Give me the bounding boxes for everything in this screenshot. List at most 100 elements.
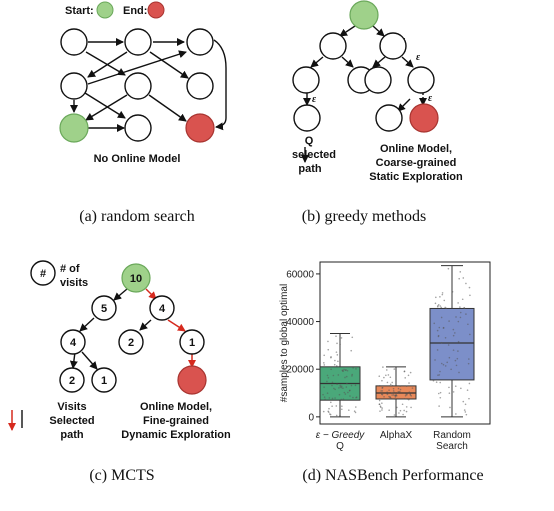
sample-point	[397, 387, 400, 390]
jitter-points	[322, 267, 471, 417]
sample-point	[345, 375, 348, 378]
sample-point	[355, 396, 357, 399]
sample-point	[331, 397, 334, 400]
sample-point	[340, 398, 343, 401]
y-ticks: 0 20000 40000 60000	[286, 269, 320, 423]
sample-point	[349, 395, 351, 397]
sample-point	[323, 364, 326, 366]
no-online-model-label: No Online Model	[94, 153, 181, 165]
sample-point	[408, 391, 411, 394]
sample-point	[335, 414, 338, 417]
x-tick-label: Q	[336, 441, 344, 452]
caption-b: (b) greedy methods	[302, 208, 426, 225]
sample-point	[435, 296, 437, 299]
sample-point	[386, 391, 388, 393]
sample-point	[393, 398, 396, 400]
sample-point	[411, 387, 414, 389]
sample-point	[336, 342, 338, 345]
sample-point	[403, 370, 406, 373]
sample-point	[402, 413, 404, 416]
node-visits: 2	[128, 337, 134, 349]
sample-point	[452, 328, 455, 331]
sample-point	[381, 387, 383, 389]
sample-point	[452, 391, 455, 393]
start-node	[59, 113, 89, 143]
sample-point	[348, 409, 350, 411]
sample-point	[455, 316, 457, 318]
node-visits: 2	[69, 375, 75, 387]
sample-point	[327, 348, 330, 351]
sample-point	[464, 403, 467, 406]
caption-c: (c) MCTS	[89, 467, 154, 484]
sample-point	[322, 393, 324, 396]
sample-point	[351, 373, 353, 376]
sample-point	[333, 363, 336, 366]
sample-point	[331, 405, 333, 407]
sample-point	[350, 384, 353, 387]
sample-point	[450, 368, 452, 371]
sample-point	[466, 389, 469, 391]
sample-point	[459, 306, 461, 308]
sample-point	[378, 403, 381, 406]
sample-point	[344, 376, 346, 379]
y-tick-label: 20000	[286, 365, 314, 376]
sample-point	[350, 349, 353, 352]
sample-point	[460, 387, 462, 390]
sample-point	[454, 332, 456, 334]
sample-point	[410, 406, 412, 409]
sample-point	[339, 343, 341, 346]
sample-point	[343, 368, 345, 371]
sample-point	[435, 381, 438, 383]
sample-point	[378, 399, 381, 402]
sample-point	[444, 336, 447, 339]
sample-point	[392, 387, 395, 390]
root-visits: 10	[130, 273, 142, 285]
sample-point	[469, 333, 471, 336]
node	[407, 66, 435, 94]
sample-point	[439, 305, 442, 307]
x-tick-label: AlphaX	[380, 430, 413, 441]
sample-point	[399, 409, 402, 412]
sample-point	[336, 383, 338, 386]
sample-point	[341, 405, 343, 407]
sample-point	[444, 306, 446, 309]
sample-point	[469, 294, 471, 297]
sample-point	[440, 341, 443, 344]
sample-point	[339, 414, 341, 417]
sample-point	[336, 354, 339, 356]
sample-point	[393, 414, 396, 416]
sample-point	[442, 327, 445, 329]
sample-point	[448, 356, 451, 359]
legend-hash: #	[40, 268, 46, 280]
sample-point	[438, 326, 441, 329]
legend-visits-word: Visits	[57, 401, 86, 413]
mcts-node	[91, 295, 117, 321]
sample-point	[437, 304, 439, 307]
sample-point	[458, 277, 460, 280]
start-legend-label: Start:	[65, 5, 94, 17]
sample-point	[461, 298, 464, 301]
sample-point	[437, 374, 439, 376]
sample-point	[346, 369, 349, 372]
sample-point	[383, 396, 385, 398]
sample-point	[457, 350, 459, 352]
sample-point	[407, 374, 410, 377]
sample-point	[328, 407, 330, 410]
node	[124, 72, 152, 100]
sample-point	[347, 391, 349, 394]
mcts-selected-edges	[8, 288, 196, 431]
sample-point	[455, 364, 458, 367]
sample-point	[342, 387, 344, 389]
mcts-node	[149, 295, 175, 321]
sample-point	[468, 397, 470, 400]
node	[186, 72, 214, 100]
sample-point	[391, 384, 394, 387]
sample-point	[440, 306, 443, 309]
sample-point	[337, 360, 339, 363]
sample-point	[354, 411, 357, 414]
sample-point	[459, 316, 462, 319]
mcts-node	[118, 329, 144, 355]
sample-point	[404, 394, 407, 397]
sample-point	[398, 412, 400, 414]
sample-point	[330, 368, 332, 371]
